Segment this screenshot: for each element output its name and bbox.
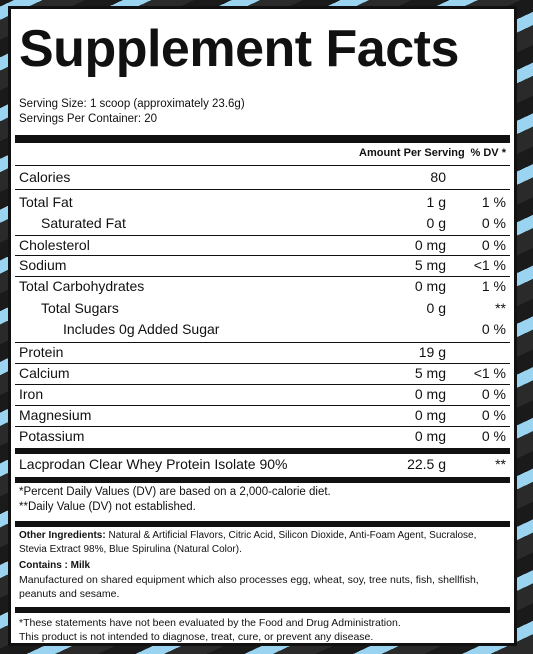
nutrient-row-cholesterol: Cholesterol 0 mg 0 % [19, 237, 506, 253]
nutrient-row-potassium: Potassium 0 mg 0 % [19, 428, 506, 444]
nutrient-row-saturated-fat: Saturated Fat 0 g 0 % [41, 215, 506, 231]
divider [15, 342, 510, 343]
nutrient-row-protein: Protein 19 g [19, 344, 446, 360]
divider [15, 363, 510, 364]
ingredient-row-whey-isolate: Lacprodan Clear Whey Protein Isolate 90%… [19, 456, 506, 472]
serving-size: Serving Size: 1 scoop (approximately 23.… [19, 98, 245, 110]
divider [15, 426, 510, 427]
nutrient-row-calcium: Calcium 5 mg <1 % [19, 365, 506, 381]
nutrient-row-added-sugar: Includes 0g Added Sugar 0 % [63, 321, 506, 337]
panel-title: Supplement Facts [19, 20, 459, 78]
divider [15, 384, 510, 385]
divider [15, 165, 510, 166]
divider [15, 405, 510, 406]
nutrient-row-total-carbohydrates: Total Carbohydrates 0 mg 1 % [19, 278, 506, 294]
divider [15, 235, 510, 236]
supplement-facts-panel: Supplement Facts Serving Size: 1 scoop (… [8, 6, 517, 646]
other-ingredients: Other Ingredients: Natural & Artificial … [19, 529, 506, 557]
amount-header: Amount Per Serving [359, 147, 465, 159]
dv-header: % DV * [470, 147, 506, 159]
footnote-dv-basis: *Percent Daily Values (DV) are based on … [19, 486, 331, 498]
divider-thick [15, 448, 510, 454]
manufacturing-notice: Manufactured on shared equipment which a… [19, 574, 479, 600]
other-ingredients-label: Other Ingredients: [19, 530, 106, 541]
nutrient-row-total-sugars: Total Sugars 0 g ** [41, 300, 506, 316]
nutrient-row-magnesium: Magnesium 0 mg 0 % [19, 407, 506, 423]
fda-disclaimer: *These statements have not been evaluate… [19, 617, 401, 643]
allergen-contains: Contains : Milk [19, 560, 91, 571]
divider [15, 189, 510, 190]
divider-thick [15, 607, 510, 613]
servings-per-container: Servings Per Container: 20 [19, 113, 158, 125]
serving-info: Serving Size: 1 scoop (approximately 23.… [19, 97, 245, 127]
divider [15, 276, 510, 277]
divider-thick [15, 135, 510, 143]
other-ingredients-text: Natural & Artificial Flavors, Citric Aci… [19, 530, 477, 555]
divider-thick [15, 477, 510, 483]
nutrient-row-sodium: Sodium 5 mg <1 % [19, 257, 506, 273]
divider [15, 255, 510, 256]
divider-thick [15, 521, 510, 527]
dv-footnotes: *Percent Daily Values (DV) are based on … [19, 485, 506, 515]
nutrient-row-total-fat: Total Fat 1 g 1 % [19, 194, 506, 210]
nutrient-row-iron: Iron 0 mg 0 % [19, 386, 506, 402]
nutrient-row-calories: Calories 80 [19, 169, 446, 185]
footnote-dv-not-established: **Daily Value (DV) not established. [19, 501, 196, 513]
